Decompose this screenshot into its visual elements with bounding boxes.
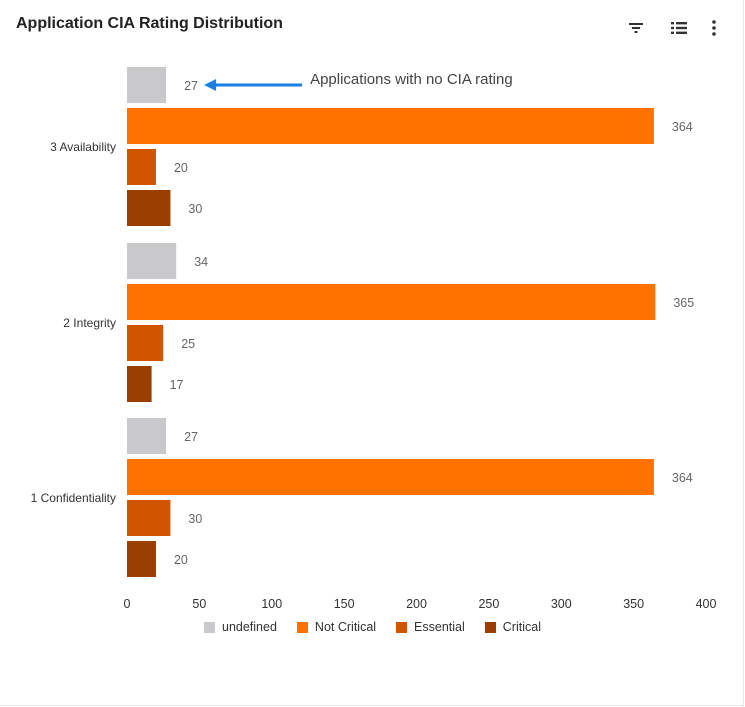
bar-undefined-2-integrity[interactable]: [127, 243, 177, 279]
x-tick-label-0: 0: [124, 597, 131, 611]
category-label-3-availability: 3 Availability: [50, 140, 116, 154]
legend-toggle-button[interactable]: [667, 16, 691, 40]
data-label-critical-2-integrity: 17: [170, 378, 184, 392]
category-label-1-confidentiality: 1 Confidentiality: [31, 491, 116, 505]
legend-swatch-critical: [484, 621, 496, 633]
bar-essential-2-integrity[interactable]: [127, 325, 164, 361]
data-label-essential-3-availability: 20: [174, 161, 188, 175]
x-tick-label-250: 250: [478, 597, 499, 611]
chart-legend: undefined Not Critical Essential Critical: [0, 620, 745, 634]
annotation-arrow: [204, 79, 303, 91]
x-tick-label-350: 350: [623, 597, 644, 611]
bar-not-critical-2-integrity[interactable]: [127, 284, 656, 320]
bar-critical-1-confidentiality[interactable]: [127, 541, 156, 577]
x-tick-label-400: 400: [696, 597, 717, 611]
x-tick-label-100: 100: [261, 597, 282, 611]
annotation-text: Applications with no CIA rating: [310, 71, 513, 88]
bar-essential-3-availability[interactable]: [127, 149, 156, 185]
chart-title: Application CIA Rating Distribution: [16, 15, 283, 32]
x-tick-label-300: 300: [551, 597, 572, 611]
bar-undefined-3-availability[interactable]: [127, 67, 167, 103]
legend-swatch-essential: [396, 621, 408, 633]
data-label-not-critical-1-confidentiality: 364: [672, 471, 693, 485]
category-label-2-integrity: 2 Integrity: [63, 316, 116, 330]
bar-not-critical-3-availability[interactable]: [127, 108, 654, 144]
bar-critical-3-availability[interactable]: [127, 190, 171, 226]
data-label-undefined-3-availability: 27: [184, 79, 198, 93]
data-label-essential-2-integrity: 25: [181, 337, 195, 351]
legend-label-not-critical: Not Critical: [314, 620, 377, 634]
x-tick-label-50: 50: [192, 597, 206, 611]
legend-item-not-critical[interactable]: Not Critical: [296, 620, 377, 634]
legend-item-undefined[interactable]: undefined: [204, 620, 277, 634]
legend-swatch-not-critical: [296, 621, 308, 633]
data-label-undefined-2-integrity: 34: [194, 255, 208, 269]
legend-label-critical: Critical: [502, 620, 541, 634]
bar-chart: 3 Availability 27 364 20 30 2 Integrity 34 365 2…: [31, 67, 717, 611]
legend-item-essential[interactable]: Essential: [396, 620, 465, 634]
bar-critical-2-integrity[interactable]: [127, 366, 152, 402]
filter-button[interactable]: [624, 16, 648, 40]
data-label-essential-1-confidentiality: 30: [188, 512, 202, 526]
legend-label-undefined: undefined: [222, 620, 277, 634]
bar-essential-1-confidentiality[interactable]: [127, 500, 171, 536]
bar-not-critical-1-confidentiality[interactable]: [127, 459, 654, 495]
data-label-not-critical-3-availability: 364: [672, 120, 693, 134]
list-legend-icon: [671, 22, 687, 34]
more-vertical-icon: [712, 20, 716, 36]
x-tick-label-150: 150: [334, 597, 355, 611]
bar-undefined-1-confidentiality[interactable]: [127, 418, 167, 454]
data-label-critical-1-confidentiality: 20: [174, 553, 188, 567]
legend-item-critical[interactable]: Critical: [484, 620, 541, 634]
legend-label-essential: Essential: [414, 620, 465, 634]
x-tick-label-200: 200: [406, 597, 427, 611]
filter-icon: [629, 23, 643, 33]
data-label-undefined-1-confidentiality: 27: [184, 430, 198, 444]
data-label-not-critical-2-integrity: 365: [673, 296, 694, 310]
legend-swatch-undefined: [204, 621, 215, 633]
more-options-button[interactable]: [702, 16, 726, 40]
data-label-critical-3-availability: 30: [188, 202, 202, 216]
